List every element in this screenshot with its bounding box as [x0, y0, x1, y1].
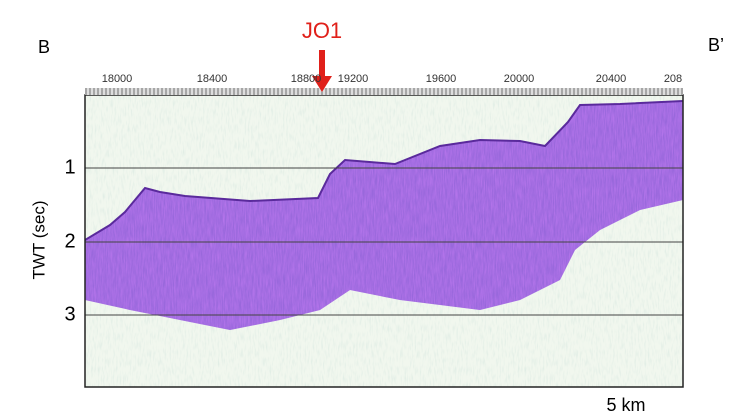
- y-tick-label: 3: [64, 303, 75, 325]
- y-tick-label: 2: [64, 230, 75, 252]
- scale-label: 5 km: [606, 395, 645, 415]
- top-tick-label: 20000: [504, 73, 535, 85]
- top-tick-label: 18400: [197, 73, 228, 85]
- top-tick-label: 18000: [102, 73, 133, 85]
- top-tick-label: 18800: [291, 73, 322, 85]
- well-arrow-shaft: [319, 50, 325, 78]
- top-tick-bar: [85, 88, 683, 95]
- top-tick-label: 19200: [338, 73, 369, 85]
- y-tick-label: 1: [64, 156, 75, 178]
- section-start: B: [38, 37, 50, 57]
- well-arrow-head: [312, 76, 332, 92]
- tick-bar: [85, 88, 683, 95]
- top-tick-label: 20400: [596, 73, 627, 85]
- top-tick-label: 19600: [426, 73, 457, 85]
- y-axis-label: TWT (sec): [29, 200, 48, 279]
- well-label: JO1: [302, 18, 342, 43]
- top-tick-label: 208: [664, 73, 682, 85]
- section-end: B’: [708, 35, 724, 55]
- seismic-image: [85, 95, 683, 387]
